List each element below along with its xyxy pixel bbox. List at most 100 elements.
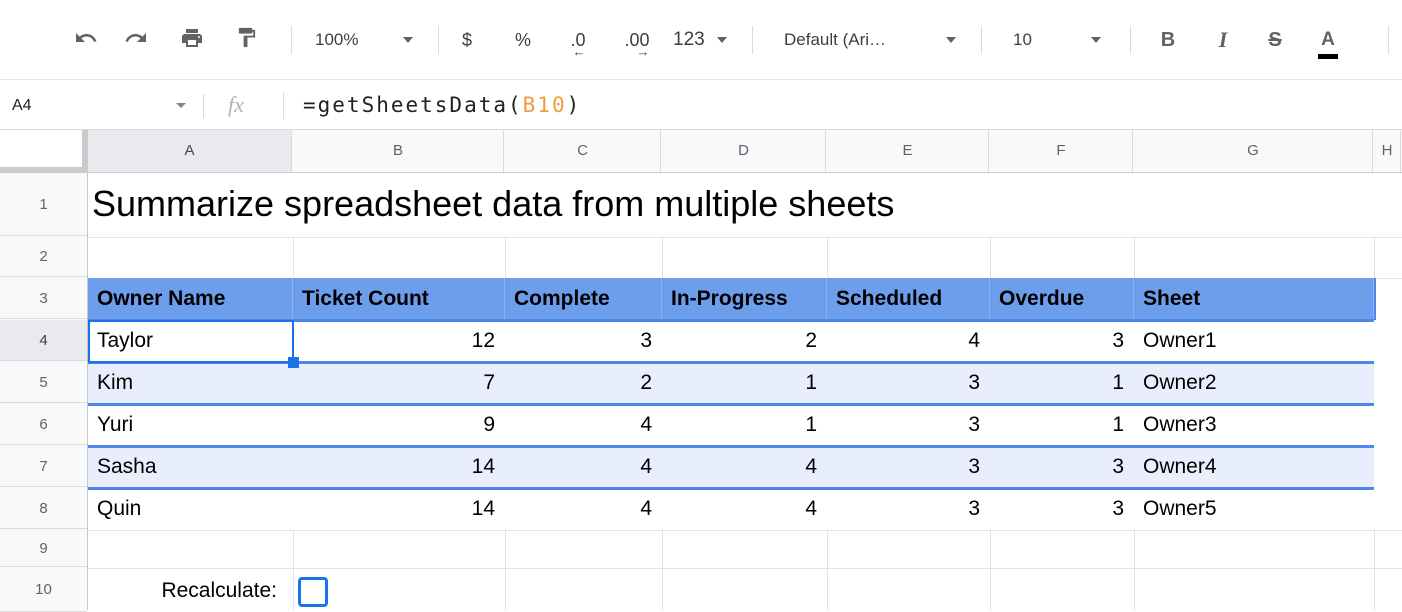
fill-handle[interactable] (288, 357, 299, 368)
cell[interactable]: 3 (1112, 329, 1124, 352)
row-header-3[interactable]: 3 (0, 278, 87, 319)
row-header-2[interactable]: 2 (0, 237, 87, 277)
column-header-b[interactable]: B (293, 130, 504, 172)
table-header-cell[interactable]: Owner Name (88, 278, 293, 320)
cell[interactable]: 3 (968, 455, 980, 478)
formula-input[interactable]: =getSheetsData(B10) (303, 81, 581, 130)
font-size-select[interactable]: 10 (999, 0, 1115, 80)
chevron-down-icon[interactable] (176, 103, 186, 108)
gridline (662, 237, 663, 278)
bold-button[interactable]: B (1148, 0, 1188, 80)
cell[interactable]: 3 (1112, 455, 1124, 478)
row-header-5[interactable]: 5 (0, 362, 87, 403)
table-header-cell[interactable]: Overdue (990, 278, 1134, 320)
column-header-f[interactable]: F (990, 130, 1133, 172)
cell[interactable]: 4 (805, 497, 817, 520)
row-header-9[interactable]: 9 (0, 530, 87, 567)
toolbar-divider (291, 26, 292, 54)
column-header-e[interactable]: E (827, 130, 989, 172)
gridline (990, 237, 991, 278)
column-header-d[interactable]: D (662, 130, 826, 172)
cell[interactable]: 4 (968, 329, 980, 352)
row-header-4[interactable]: 4 (0, 320, 87, 361)
cell[interactable]: 3 (968, 371, 980, 394)
cell[interactable]: Yuri (97, 413, 134, 436)
cell[interactable]: 14 (471, 497, 495, 520)
cell[interactable]: 3 (968, 413, 980, 436)
table-header-cell[interactable]: Ticket Count (293, 278, 505, 320)
cell[interactable]: 4 (805, 455, 817, 478)
cell[interactable]: Quin (97, 497, 142, 520)
formula-cell-reference: B10 (522, 93, 567, 117)
cell[interactable]: 3 (1112, 497, 1124, 520)
cell[interactable]: 7 (483, 371, 495, 394)
name-box[interactable]: A4 (12, 97, 32, 114)
cell[interactable]: 3 (640, 329, 652, 352)
toolbar: 100% $ % .0 ← .00 → 123 Default (Ari… 10… (0, 0, 1402, 80)
cell[interactable]: Taylor (97, 329, 154, 352)
cell[interactable]: Owner2 (1143, 371, 1217, 394)
cell[interactable]: Owner3 (1143, 413, 1217, 436)
text-color-icon: A (1318, 29, 1338, 59)
format-currency-button[interactable]: $ (450, 0, 484, 80)
select-all-corner[interactable] (0, 130, 88, 173)
zoom-select[interactable]: 100% (305, 0, 423, 80)
cell-a1-title[interactable]: Summarize spreadsheet data from multiple… (92, 183, 895, 224)
undo-button[interactable] (66, 0, 106, 80)
gridline (88, 568, 1402, 569)
font-size-value: 10 (1013, 30, 1032, 49)
cell[interactable]: Owner1 (1143, 329, 1217, 352)
paint-format-button[interactable] (226, 0, 266, 80)
cell[interactable]: 1 (805, 413, 817, 436)
font-family-select[interactable]: Default (Ari… (772, 0, 968, 80)
formula-bar-divider (283, 92, 284, 119)
table-header-cell[interactable]: Scheduled (827, 278, 990, 320)
table-header-cell[interactable]: Sheet (1134, 278, 1374, 320)
print-button[interactable] (172, 0, 212, 80)
row-header-10[interactable]: 10 (0, 568, 87, 612)
row-header-7[interactable]: 7 (0, 446, 87, 487)
cell-a10-recalculate-label[interactable]: Recalculate: (161, 579, 277, 602)
format-percent-button[interactable]: % (506, 0, 540, 80)
increase-decimal-icon: .00 → (624, 29, 650, 59)
row-header-6[interactable]: 6 (0, 404, 87, 445)
cell[interactable]: 12 (471, 329, 495, 352)
recalculate-checkbox[interactable] (298, 577, 328, 607)
cell[interactable]: 14 (471, 455, 495, 478)
italic-button[interactable]: I (1203, 0, 1243, 80)
cell[interactable]: 2 (640, 371, 652, 394)
cell[interactable]: 4 (640, 413, 652, 436)
cell[interactable]: Kim (97, 371, 134, 394)
cell[interactable]: 1 (1112, 413, 1124, 436)
sheet-grid: Summarize spreadsheet data from multiple… (88, 173, 1402, 610)
increase-decimal-button[interactable]: .00 → (612, 0, 662, 80)
cell[interactable]: 1 (805, 371, 817, 394)
cell[interactable]: 2 (805, 329, 817, 352)
cell[interactable]: 4 (640, 455, 652, 478)
currency-icon: $ (461, 29, 472, 50)
text-color-button[interactable]: A (1308, 0, 1348, 80)
formula-text: ) (566, 93, 582, 117)
table-header-cell[interactable]: In-Progress (662, 278, 827, 320)
column-header-h[interactable]: H (1374, 130, 1401, 172)
row-header-1[interactable]: 1 (0, 173, 87, 236)
cell[interactable]: Owner4 (1143, 455, 1217, 478)
cell[interactable]: Owner5 (1143, 497, 1217, 520)
number-format-menu[interactable]: 123 (670, 0, 730, 80)
row-header-8[interactable]: 8 (0, 488, 87, 529)
column-header-c[interactable]: C (505, 130, 661, 172)
column-header-g[interactable]: G (1134, 130, 1373, 172)
cell[interactable]: 1 (1112, 371, 1124, 394)
table-header-right-edge (1374, 278, 1376, 320)
cell[interactable]: 3 (968, 497, 980, 520)
redo-button[interactable] (116, 0, 156, 80)
column-header-a[interactable]: A (88, 130, 292, 172)
cell[interactable]: 9 (483, 413, 495, 436)
table-header-cell[interactable]: Complete (505, 278, 662, 320)
strikethrough-button[interactable]: S (1255, 0, 1295, 80)
cell[interactable]: Sasha (97, 455, 157, 478)
formula-bar: A4 fx =getSheetsData(B10) (0, 81, 1402, 130)
decrease-decimal-button[interactable]: .0 ← (556, 0, 600, 80)
cell[interactable]: 4 (640, 497, 652, 520)
